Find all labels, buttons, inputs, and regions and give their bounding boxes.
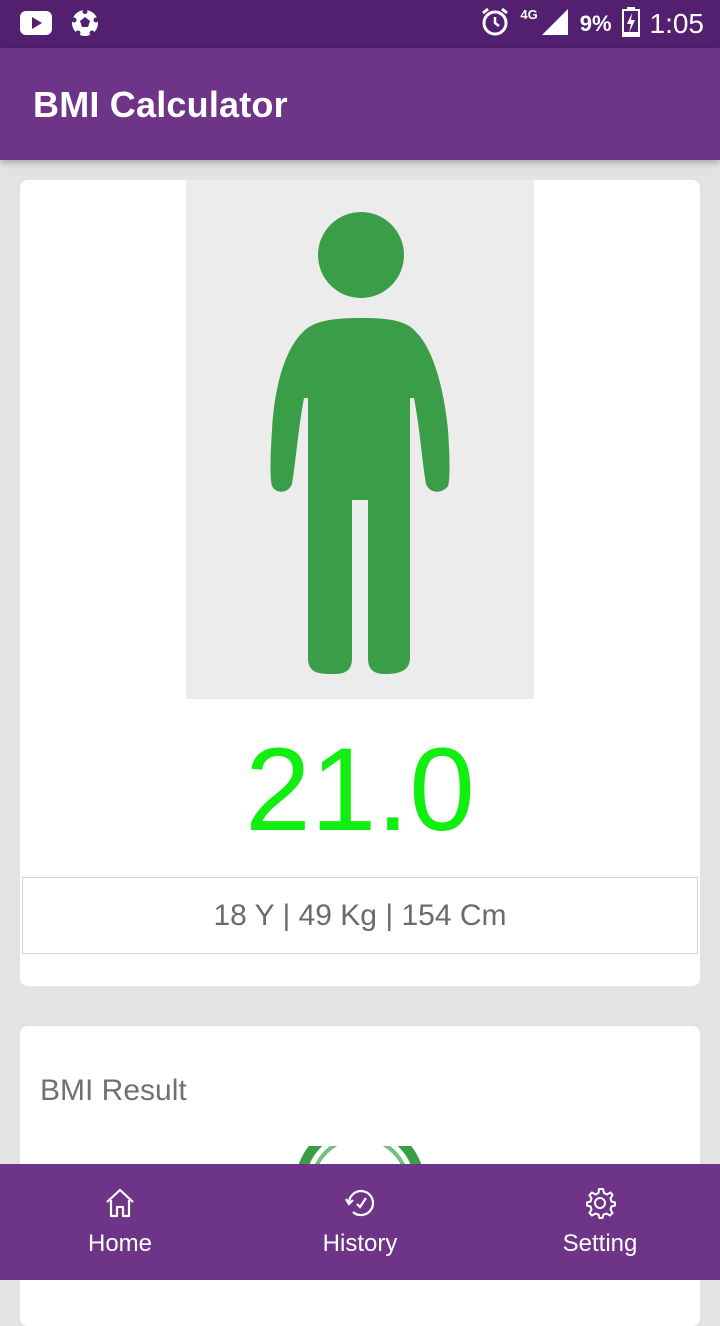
- battery-percent: 9%: [579, 11, 612, 36]
- person-figure-panel: [186, 180, 534, 699]
- bottom-navigation: Home History Setting: [0, 1164, 720, 1280]
- battery-charging-icon: [621, 6, 640, 42]
- nav-history-label: History: [322, 1230, 398, 1257]
- nav-setting[interactable]: Setting: [480, 1164, 720, 1280]
- nav-setting-label: Setting: [562, 1230, 638, 1257]
- alarm-icon: [480, 7, 510, 42]
- bmi-summary-card: 21.0 18 Y | 49 Kg | 154 Cm: [20, 180, 700, 986]
- clock: 1:05: [649, 8, 705, 39]
- network-type: 4G: [520, 6, 538, 22]
- app-title: BMI Calculator: [33, 84, 288, 125]
- nav-home-label: Home: [87, 1230, 153, 1257]
- home-icon: [106, 1188, 134, 1218]
- gear-icon: [586, 1188, 616, 1219]
- bmi-value: 21.0: [245, 724, 475, 856]
- bmi-result-title: BMI Result: [40, 1074, 187, 1107]
- nav-history[interactable]: History: [240, 1164, 480, 1280]
- status-bar: 4G 9% 1:05: [0, 0, 720, 48]
- person-figure-icon: [270, 212, 450, 674]
- user-details: 18 Y | 49 Kg | 154 Cm: [22, 877, 698, 954]
- signal-icon: [540, 7, 570, 42]
- history-icon: [345, 1190, 375, 1217]
- app-bar: BMI Calculator: [0, 48, 720, 160]
- soccer-ball-icon: [70, 8, 100, 43]
- nav-home[interactable]: Home: [0, 1164, 240, 1280]
- youtube-icon: [20, 11, 52, 40]
